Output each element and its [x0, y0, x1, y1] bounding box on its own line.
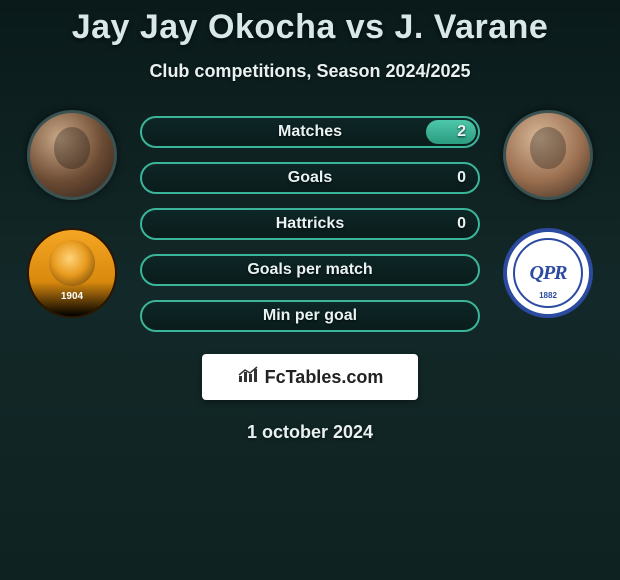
stat-bar: Goals 0: [140, 162, 480, 194]
left-column: 1904: [22, 110, 122, 318]
hull-badge-year: 1904: [61, 291, 83, 302]
player-left-avatar: [27, 110, 117, 200]
stat-value-right: 2: [457, 123, 466, 141]
player-right-avatar: [503, 110, 593, 200]
site-logo-text: FcTables.com: [265, 367, 384, 388]
qpr-badge-text: QPR: [530, 262, 567, 285]
stat-bar: Goals per match: [140, 254, 480, 286]
stat-bar: Matches 2: [140, 116, 480, 148]
stat-label: Goals per match: [247, 261, 372, 279]
date-label: 1 october 2024: [0, 422, 620, 443]
stat-label: Matches: [278, 123, 342, 141]
qpr-badge-year: 1882: [539, 291, 557, 300]
page-title: Jay Jay Okocha vs J. Varane: [0, 8, 620, 47]
subtitle: Club competitions, Season 2024/2025: [0, 61, 620, 82]
stats-list: Matches 2 Goals 0 Hattricks 0 Goals per match M…: [140, 110, 480, 332]
site-logo-badge: FcTables.com: [202, 354, 418, 400]
stat-value-right: 0: [457, 169, 466, 187]
stat-value-right: 0: [457, 215, 466, 233]
chart-icon: [237, 366, 259, 389]
main-row: 1904 Matches 2 Goals 0 Hattricks 0 Goals per m…: [0, 110, 620, 332]
player-right-club-badge: QPR 1882: [503, 228, 593, 318]
comparison-card: Jay Jay Okocha vs J. Varane Club competi…: [0, 0, 620, 443]
stat-bar: Hattricks 0: [140, 208, 480, 240]
right-column: QPR 1882: [498, 110, 598, 318]
stat-fill-right: [426, 120, 476, 144]
stat-label: Hattricks: [276, 215, 344, 233]
player-left-club-badge: 1904: [27, 228, 117, 318]
stat-label: Min per goal: [263, 307, 357, 325]
stat-bar: Min per goal: [140, 300, 480, 332]
stat-label: Goals: [288, 169, 332, 187]
